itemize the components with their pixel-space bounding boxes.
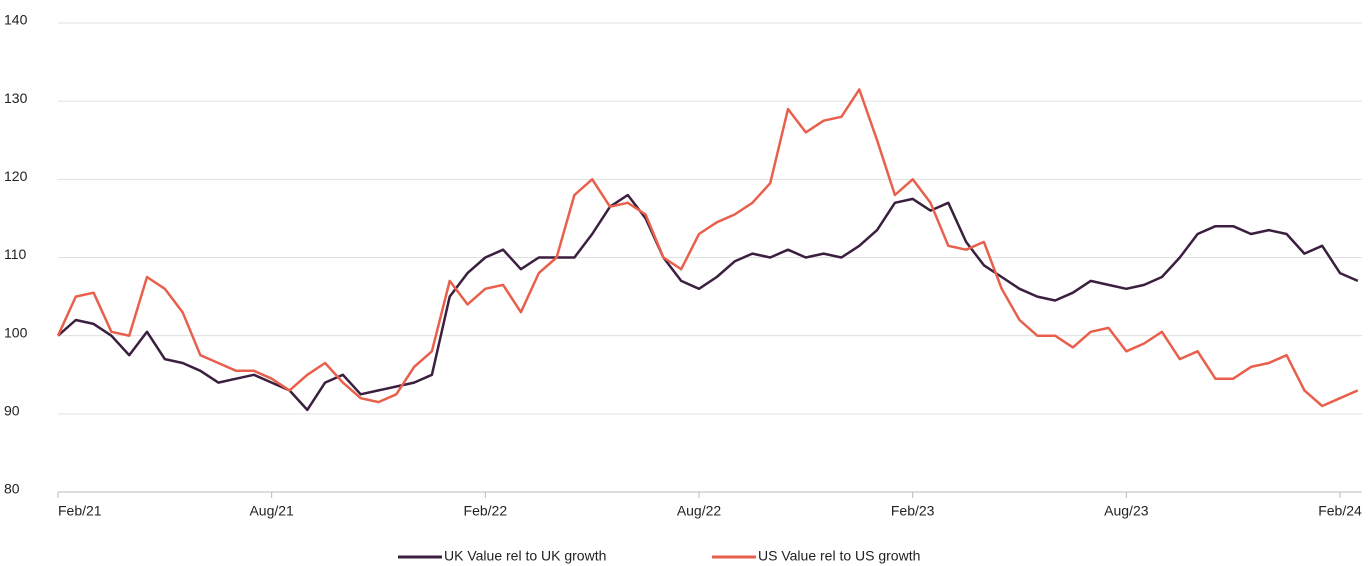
legend-label: US Value rel to US growth (758, 548, 920, 564)
y-tick-label: 130 (4, 90, 28, 106)
y-tick-label: 140 (4, 12, 28, 28)
x-tick-label: Feb/22 (464, 503, 508, 519)
y-tick-label: 80 (4, 481, 20, 497)
y-tick-label: 90 (4, 403, 20, 419)
series-line (57, 193, 1359, 412)
x-tick-label: Feb/24 (1318, 503, 1362, 519)
x-tick-label: Feb/21 (58, 503, 102, 519)
y-tick-label: 120 (4, 168, 28, 184)
y-tick-label: 110 (4, 246, 27, 262)
x-tick-label: Aug/22 (677, 503, 722, 519)
legend-label: UK Value rel to UK growth (444, 548, 606, 564)
x-tick-label: Aug/21 (249, 503, 294, 519)
x-tick-label: Feb/23 (891, 503, 935, 519)
series-line (56, 88, 1359, 408)
y-tick-label: 100 (4, 324, 28, 340)
x-tick-label: Aug/23 (1104, 503, 1149, 519)
